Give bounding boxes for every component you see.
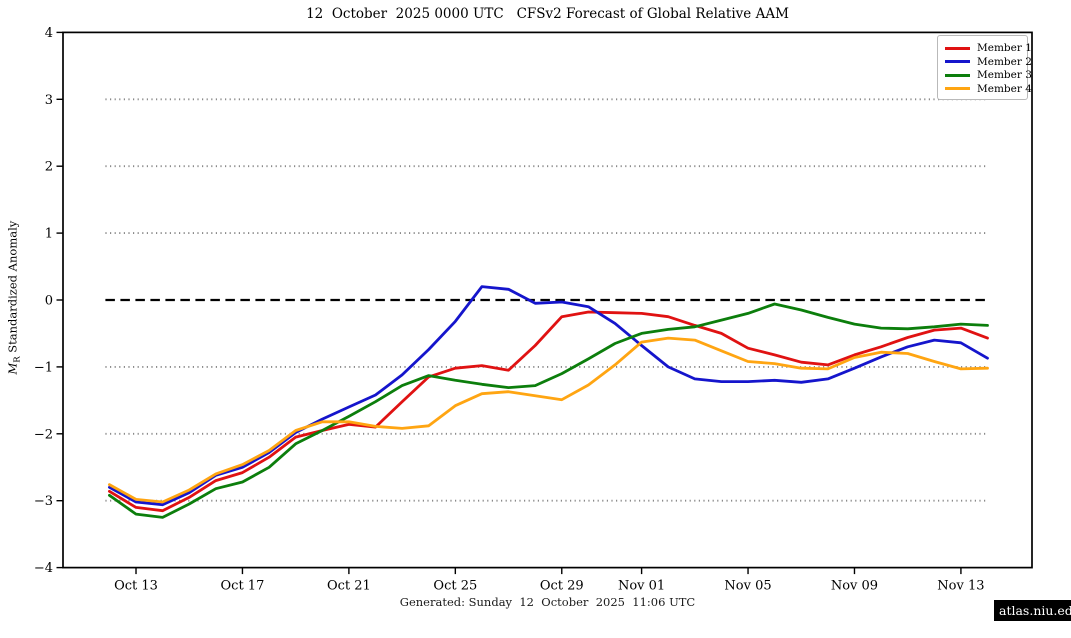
y-tick-label: 0 <box>45 294 53 309</box>
legend-item-member-1: Member 1 <box>945 42 1032 54</box>
legend-label: Member 1 <box>977 42 1032 54</box>
legend-label: Member 4 <box>977 82 1032 95</box>
series-line-member-1 <box>108 310 989 513</box>
y-axis-variable: M <box>5 362 20 375</box>
y-axis-variable-subscript: R <box>12 356 23 363</box>
x-tick-label: Oct 17 <box>221 579 265 594</box>
member-3-line-swatch <box>945 73 970 77</box>
y-tick-label: −3 <box>34 494 53 509</box>
series-line-member-2 <box>108 285 989 507</box>
legend: Member 1 Member 2 Member 3 Member 4 <box>937 35 1032 100</box>
chart-title: 12 October 2025 0000 UTC CFSv2 Forecast … <box>306 6 789 22</box>
x-tick-label: Nov 05 <box>724 579 771 594</box>
x-tick-label: Nov 01 <box>618 579 665 594</box>
member-4-line-swatch <box>945 87 970 91</box>
y-tick-label: 3 <box>45 93 53 108</box>
legend-label: Member 2 <box>977 55 1032 68</box>
member-2-line-swatch <box>945 60 970 64</box>
x-tick-label: Oct 29 <box>540 579 584 594</box>
y-tick-label: −1 <box>34 360 53 375</box>
series-line-member-3 <box>108 302 989 519</box>
legend-label: Member 3 <box>977 69 1032 82</box>
series-line-member-4 <box>108 336 989 504</box>
member-1-line-swatch <box>945 46 970 50</box>
x-tick-label: Nov 13 <box>937 579 984 594</box>
y-tick-label: 4 <box>45 26 53 41</box>
y-tick-label: 2 <box>45 160 53 175</box>
legend-item-member-3: Member 3 <box>945 69 1032 81</box>
x-tick-label: Oct 21 <box>327 579 371 594</box>
x-tick-label: Oct 13 <box>114 579 158 594</box>
y-tick-label: −4 <box>34 561 53 576</box>
y-axis-label: MR Standardized Anomaly <box>5 188 22 408</box>
legend-item-member-4: Member 4 <box>945 83 1032 95</box>
x-tick-label: Oct 25 <box>433 579 477 594</box>
y-tick-label: −2 <box>34 427 53 442</box>
y-axis-label-text: Standardized Anomaly <box>5 220 20 357</box>
watermark-badge: atlas.niu.edu <box>994 600 1071 621</box>
y-tick-label: 1 <box>45 227 53 242</box>
x-tick-label: Nov 09 <box>831 579 878 594</box>
generated-timestamp: Generated: Sunday 12 October 2025 11:06 … <box>399 595 696 609</box>
legend-item-member-2: Member 2 <box>945 56 1032 68</box>
